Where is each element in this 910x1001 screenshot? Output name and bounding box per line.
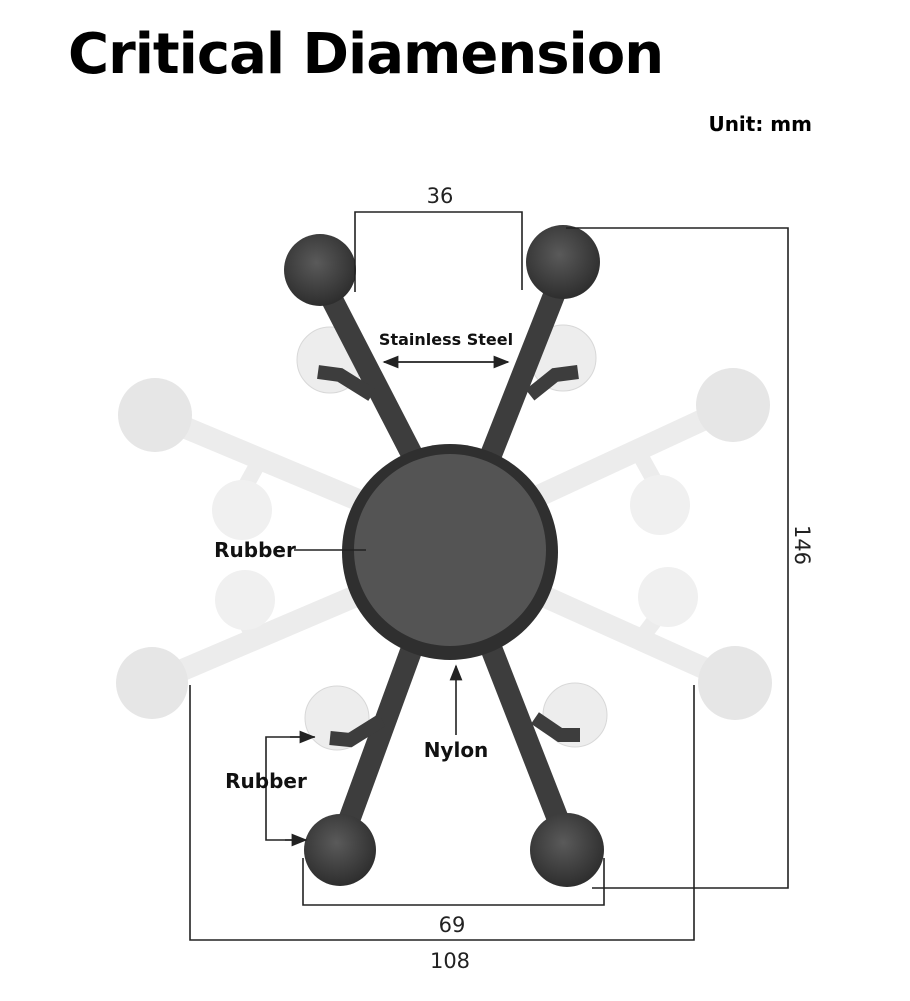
ball-tips: [284, 225, 604, 887]
label-rubber-center: Rubber: [214, 538, 296, 562]
page-title: Critical Diamension: [68, 22, 664, 87]
dim-108: 108: [430, 949, 470, 973]
dim-36: 36: [427, 184, 454, 208]
dim-69: 69: [439, 913, 466, 937]
dimension-lines: [189, 211, 789, 941]
label-stainless-steel: Stainless Steel: [379, 330, 513, 349]
dim-146: 146: [790, 525, 814, 565]
steel-arms: [312, 270, 580, 849]
rubber-center-pad: [354, 454, 546, 646]
faded-balls: [116, 368, 772, 720]
label-nylon: Nylon: [424, 738, 489, 762]
label-rubber-tips: Rubber: [225, 769, 307, 793]
unit-label: Unit: mm: [708, 112, 812, 136]
